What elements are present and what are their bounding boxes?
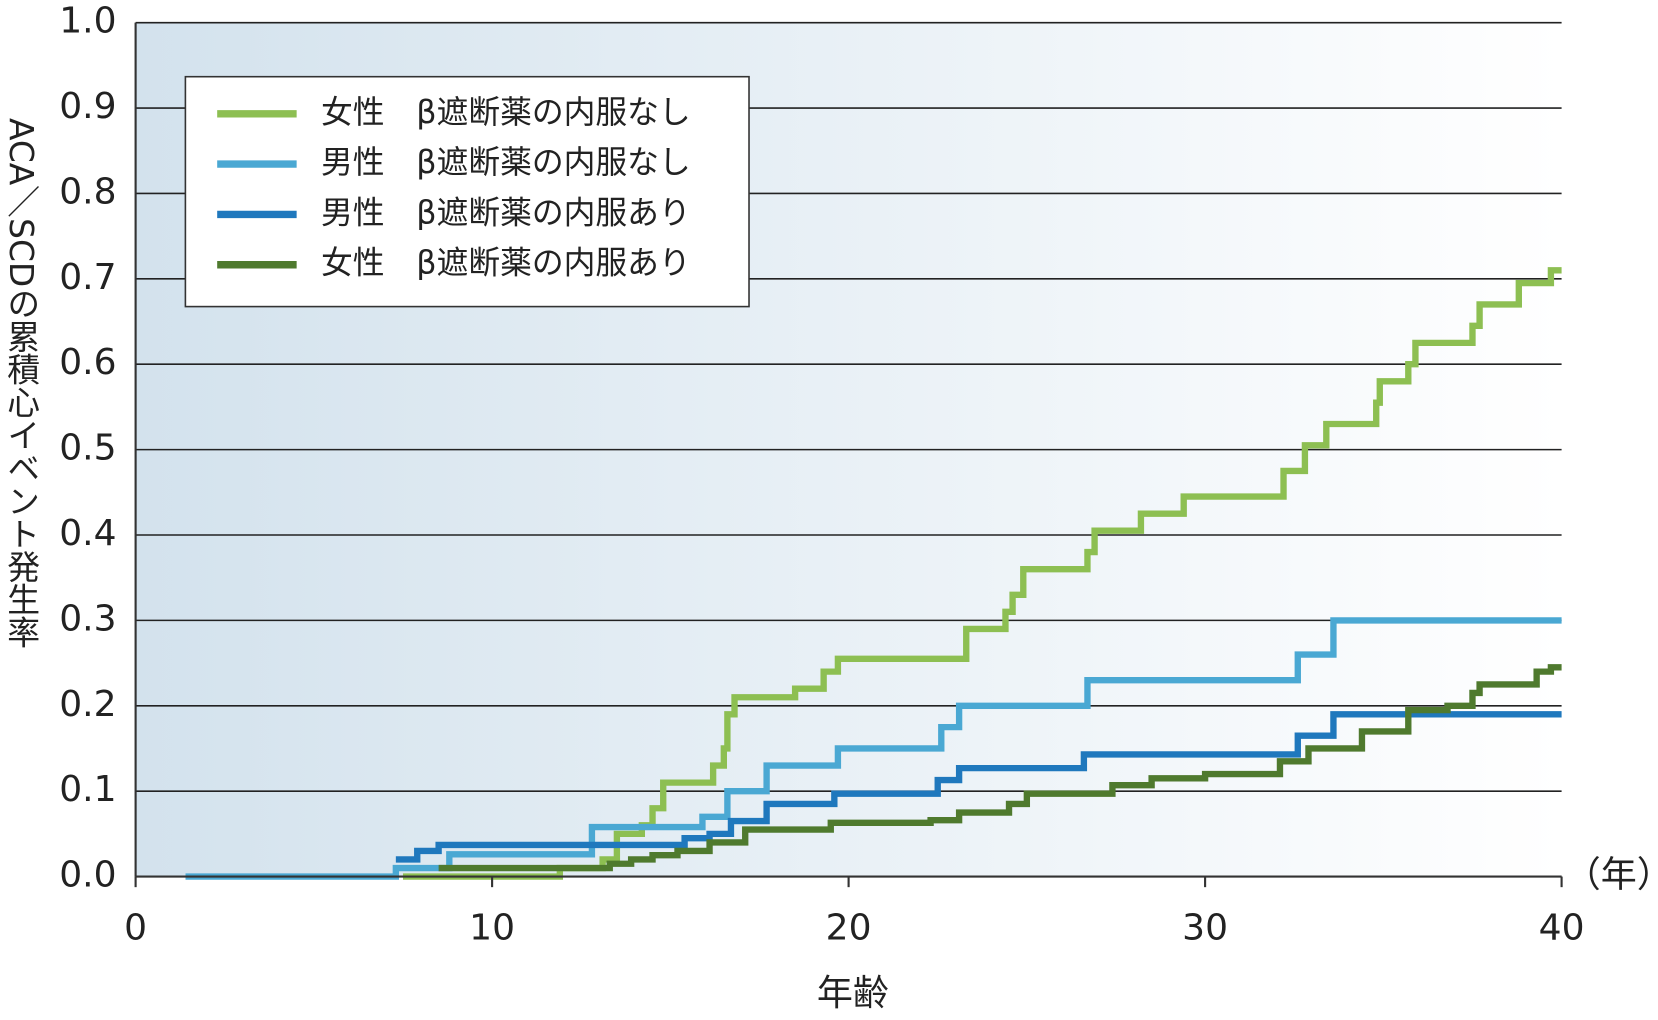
y-tick-label: 0.7 <box>59 257 116 298</box>
legend-label: 女性 β遮断薬の内服なし <box>321 95 691 131</box>
x-tick-label: 30 <box>1182 908 1228 949</box>
series-line <box>395 711 1562 863</box>
y-tick-label: 1.0 <box>59 1 116 42</box>
legend-label: 男性 β遮断薬の内服なし <box>321 145 691 181</box>
lines <box>185 267 1562 880</box>
x-unit: （年） <box>1565 855 1658 896</box>
y-tick-label: 0.1 <box>59 769 116 810</box>
y-tick-label: 0.6 <box>59 342 116 383</box>
y-tick-label: 0.3 <box>59 598 116 639</box>
y-tick-label: 0.5 <box>59 428 116 469</box>
series-line <box>185 617 1562 880</box>
series-line <box>402 267 1562 880</box>
y-tick-label: 0.0 <box>59 855 116 896</box>
y-tick-label: 0.2 <box>59 684 116 725</box>
legend-label: 男性 β遮断薬の内服あり <box>321 195 691 231</box>
x-axis-label: 年齢 <box>817 973 889 1014</box>
y-axis-label: ACA／SCDの累積心イベント発生率 <box>2 118 40 648</box>
x-tick-label: 40 <box>1539 908 1585 949</box>
series-line <box>438 664 1562 872</box>
y-tick-label: 0.4 <box>59 513 116 554</box>
legend-label: 女性 β遮断薬の内服あり <box>321 246 691 282</box>
x-tick-label: 0 <box>124 908 147 949</box>
x-tick-label: 10 <box>469 908 515 949</box>
y-tick-label: 0.9 <box>59 86 116 127</box>
y-tick-label: 0.8 <box>59 171 116 212</box>
x-tick-label: 20 <box>826 908 872 949</box>
